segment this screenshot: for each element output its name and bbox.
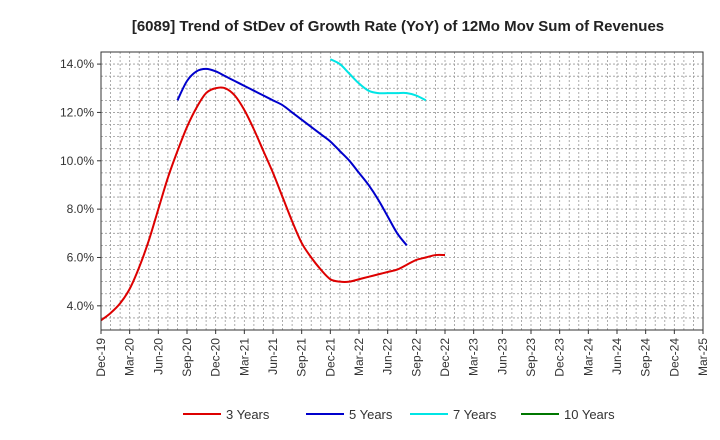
x-tick-label: Mar-25 [696, 338, 710, 376]
x-tick-label: Dec-22 [438, 338, 452, 377]
y-tick-label: 6.0% [67, 250, 95, 264]
x-tick-label: Sep-24 [639, 338, 653, 377]
legend-label: 3 Years [226, 407, 270, 422]
legend: 3 Years 5 Years 7 Years 10 Years [183, 407, 615, 422]
x-tick-label: Sep-20 [180, 338, 194, 377]
x-tick-label: Sep-23 [524, 338, 538, 377]
grid [101, 52, 703, 330]
legend-label: 7 Years [453, 407, 497, 422]
x-tick-label: Dec-21 [323, 338, 337, 377]
x-tick-label: Mar-24 [581, 338, 595, 376]
x-tick-label: Mar-22 [352, 338, 366, 376]
legend-label: 10 Years [564, 407, 615, 422]
series-line-3-years [100, 86, 446, 322]
x-tick-label: Mar-20 [123, 338, 137, 376]
x-tick-label: Jun-21 [266, 338, 280, 375]
x-tick-label: Mar-23 [467, 338, 481, 376]
series-line-7-years [329, 58, 427, 102]
x-tick-label: Dec-23 [553, 338, 567, 377]
y-tick-label: 10.0% [60, 154, 94, 168]
x-tick-label: Jun-20 [151, 338, 165, 375]
x-tick-label: Dec-19 [94, 338, 108, 377]
x-tick-label: Jun-23 [495, 338, 509, 375]
chart-title: [6089] Trend of StDev of Growth Rate (Yo… [132, 18, 664, 35]
series-line-5-years [176, 67, 408, 247]
x-tick-label: Dec-24 [667, 338, 681, 377]
legend-label: 5 Years [349, 407, 393, 422]
x-tick-label: Jun-24 [610, 338, 624, 375]
x-axis-ticks: Dec-19 Mar-20 Jun-20 Sep-20 Dec-20 Mar-21 Jun-… [94, 330, 710, 377]
x-tick-label: Sep-22 [409, 338, 423, 377]
x-tick-label: Sep-21 [295, 338, 309, 377]
y-tick-label: 8.0% [67, 202, 95, 216]
series-lines [100, 58, 446, 322]
y-tick-label: 4.0% [67, 299, 95, 313]
y-tick-label: 14.0% [60, 57, 94, 71]
y-tick-label: 12.0% [60, 105, 94, 119]
x-tick-label: Jun-22 [381, 338, 395, 375]
x-tick-label: Dec-20 [209, 338, 223, 377]
plot-area-frame [100, 51, 704, 331]
y-axis-ticks: 4.0% 6.0% 8.0% 10.0% 12.0% 14.0% [60, 57, 101, 313]
x-tick-label: Mar-21 [237, 338, 251, 376]
